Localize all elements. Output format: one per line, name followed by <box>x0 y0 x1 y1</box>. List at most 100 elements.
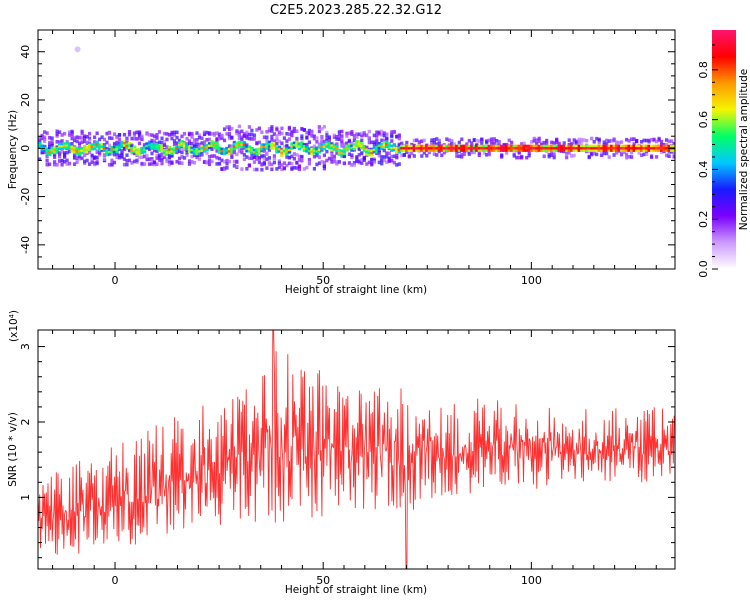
spectrogram-cell <box>260 162 264 166</box>
spectrogram-cell <box>217 156 222 161</box>
spectrogram-peak-cell <box>500 147 504 150</box>
spectrogram-peak-cell <box>137 150 142 153</box>
spectrogram-cell <box>552 141 556 145</box>
spectrogram-peak-cell <box>665 147 669 150</box>
spectrogram-cell <box>95 131 99 136</box>
spectrogram-cell <box>160 158 164 162</box>
spectrogram-cell <box>470 150 474 155</box>
spectrogram-cell <box>98 151 102 155</box>
spectrogram-cell <box>55 132 59 136</box>
spectrogram-cell <box>667 150 671 154</box>
spectrogram-cell <box>107 163 112 167</box>
spectrogram-cell <box>157 140 162 145</box>
spectrogram-cell <box>200 152 204 157</box>
spectrogram-cell <box>437 138 441 143</box>
spectrogram-cell <box>210 147 214 151</box>
spectrogram-cell <box>377 160 381 165</box>
spectrogram-cell <box>342 145 346 149</box>
spectrogram-cell <box>127 158 132 163</box>
spectrogram-cell <box>45 131 49 135</box>
spectrogram-cell <box>157 156 162 160</box>
spectrogram-cell <box>195 145 199 149</box>
spectrogram-cell <box>150 151 154 156</box>
spectrogram-cell <box>155 162 159 166</box>
spectrogram-peak-cell <box>142 148 147 151</box>
spectrogram-peak-cell <box>320 145 324 149</box>
spectrogram-cell <box>385 154 389 159</box>
spectrogram-cell <box>195 153 199 158</box>
spectrogram-cell <box>520 155 524 160</box>
spectrogram-cell <box>250 128 254 133</box>
spectrogram-cell <box>125 159 129 163</box>
spectrogram-cell <box>132 132 137 136</box>
spectrogram-cell <box>612 153 616 157</box>
spectrogram-cell <box>422 138 426 143</box>
spectrogram-cell <box>297 164 301 169</box>
spectrogram-cell <box>335 135 339 139</box>
spectrogram-cell <box>395 163 399 167</box>
spectrogram-peak-cell <box>172 148 177 152</box>
spectrogram-cell <box>147 132 152 137</box>
colorbar: 0.0 0.2 0.4 0.6 0.8 Normalized spectral ampl… <box>697 30 750 278</box>
spectrogram-cell <box>635 139 639 144</box>
spectrogram-cell <box>287 161 291 166</box>
spectrogram-band-cell <box>675 145 678 152</box>
spectrogram-cell <box>98 153 102 157</box>
spectrogram-cell <box>187 162 192 166</box>
spectrogram-cell <box>625 137 629 142</box>
spectrogram-cell <box>567 142 571 147</box>
spectrogram-cell <box>272 154 276 158</box>
spectrogram-cell <box>290 130 294 135</box>
spectrogram-cell <box>415 138 419 142</box>
spectrogram-cell <box>110 162 114 166</box>
spectrogram-cell <box>600 153 604 157</box>
spectrogram-cell <box>107 131 112 135</box>
spectrogram-peak-cell <box>407 147 411 150</box>
spectrogram-cell <box>48 162 52 167</box>
spectrogram-cell <box>88 162 92 166</box>
spectrogram-cell <box>322 166 326 171</box>
spectrogram-peak-cell <box>265 145 269 148</box>
spectrogram-cell <box>187 141 192 146</box>
spectrogram-cell <box>397 136 401 141</box>
spectrogram-cell <box>292 152 296 156</box>
spectrogram-peak-cell <box>290 144 294 148</box>
spectrogram-cell <box>182 132 187 136</box>
spectrogram-cell <box>267 160 271 165</box>
spectrogram-cell <box>43 139 47 144</box>
spectrogram-cell <box>155 133 159 137</box>
spectrogram-cell <box>642 152 646 157</box>
spectrogram-peak-cell <box>240 143 244 146</box>
spectrogram-cell <box>262 162 266 166</box>
spectrogram-cell <box>55 134 59 138</box>
spectrogram-cell <box>137 136 142 140</box>
spectrogram-peak-cell <box>435 147 439 150</box>
spectrogram-cell <box>667 154 671 158</box>
spectrogram-peak-cell <box>395 149 399 152</box>
spectrogram-cell <box>65 150 69 155</box>
spectrogram-cell <box>80 140 84 144</box>
spectrogram-peak-cell <box>237 143 241 146</box>
spectrogram-cell <box>290 161 294 166</box>
spectrogram-peak-cell <box>360 144 364 148</box>
spectrogram-cell <box>650 155 654 159</box>
spectrogram-peak-cell <box>445 147 449 150</box>
spectrogram-cell <box>392 130 396 134</box>
spectrogram-peak-cell <box>375 148 379 151</box>
spectrogram-cell <box>522 141 526 146</box>
spectrogram-cell <box>122 162 127 167</box>
spectrogram-cell <box>255 141 259 145</box>
spectrogram-peak-cell <box>295 143 299 146</box>
spectrogram-peak-cell <box>132 147 137 151</box>
spectrogram-cell <box>240 137 244 142</box>
spectrogram-cell <box>277 139 281 144</box>
spectrogram-cell <box>400 141 404 146</box>
spectrogram-cell <box>477 139 481 143</box>
spectrogram-cell <box>572 138 576 142</box>
spectrogram-peak-cell <box>105 151 109 154</box>
spectrogram-cell <box>227 127 232 131</box>
spectrogram-peak-cell <box>602 147 606 150</box>
spectrogram-cell <box>215 162 219 166</box>
spectrogram-cell <box>245 155 249 159</box>
spectrogram-cell <box>132 136 137 141</box>
